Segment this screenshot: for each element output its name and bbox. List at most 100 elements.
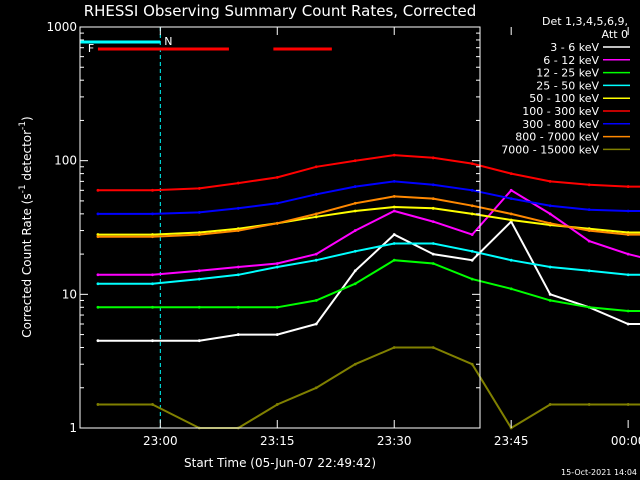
series-8-point [392, 346, 396, 349]
series-3-point [314, 258, 318, 262]
series-1-point [548, 212, 552, 216]
series-5-point [431, 156, 435, 160]
series-3-point [626, 273, 630, 277]
series-1-point [626, 252, 630, 256]
x-tick-label: 23:45 [494, 434, 529, 448]
series-0-point [626, 322, 630, 326]
series-2-point [151, 305, 154, 309]
series-8-point [314, 386, 318, 390]
series-3-point [470, 249, 474, 253]
series-6-point [509, 197, 513, 201]
series-3-point [275, 265, 279, 269]
series-5-point [353, 159, 357, 163]
series-0-point [392, 233, 396, 236]
series-4-point [96, 233, 100, 236]
series-0-point [470, 258, 474, 262]
series-5-point [197, 187, 201, 190]
series-3-point [431, 242, 435, 245]
series-4-point [392, 205, 396, 209]
series-1-point [275, 262, 279, 265]
series-3-point [392, 242, 396, 245]
series-7-point [626, 233, 630, 236]
series-5-point [236, 181, 240, 185]
series-7-point [236, 229, 240, 232]
legend-entry-label: 3 - 6 keV [550, 41, 599, 54]
series-1-point [353, 229, 357, 232]
series-2-point [392, 258, 396, 262]
legend-entry-label: 12 - 25 keV [536, 67, 599, 80]
series-1-point [236, 265, 240, 269]
series-6-point [392, 179, 396, 183]
series-0-point [96, 339, 100, 343]
series-3-point [353, 249, 357, 253]
series-7-point [392, 195, 396, 198]
y-tick-label: 1000 [46, 20, 77, 34]
y-tick-label: 100 [54, 154, 77, 168]
series-6-point [470, 188, 474, 192]
series-6-point [431, 183, 435, 187]
y-tick-label: 1 [69, 421, 77, 435]
series-5-point [96, 188, 100, 192]
legend-entry-label: 800 - 7000 keV [515, 131, 599, 144]
series-1-point [470, 233, 474, 236]
series-6-point [151, 212, 154, 216]
series-0-point [236, 333, 240, 336]
series-1-point [96, 273, 100, 277]
series-1-point [314, 252, 318, 256]
series-0-point [431, 252, 435, 256]
series-3-point [548, 265, 552, 269]
series-2-point [587, 305, 591, 309]
legend-entry-label: 50 - 100 keV [529, 92, 599, 105]
plot-frame [79, 26, 481, 429]
series-1-point [392, 209, 396, 213]
series-2-point [314, 299, 318, 302]
series-5-point [587, 183, 591, 187]
series-2-point [275, 305, 279, 309]
legend-entry-label: 25 - 50 keV [536, 79, 599, 92]
series-line-0 [97, 219, 640, 342]
series-7-point [314, 212, 318, 216]
series-4-point [353, 209, 357, 213]
x-tick-label: 23:30 [377, 434, 412, 448]
flare-flag-label: F [88, 42, 94, 55]
series-0-point [314, 322, 318, 326]
legend-entry-label: 7000 - 15000 keV [501, 143, 599, 156]
series-0-point [548, 292, 552, 296]
legend-entry-label: 100 - 300 keV [522, 105, 599, 118]
series-5-point [151, 188, 154, 192]
series-8-point [431, 346, 435, 349]
series-6-point [626, 209, 630, 213]
series-7-point [587, 229, 591, 232]
x-axis-label: Start Time (05-Jun-07 22:49:42) [184, 456, 376, 470]
series-5-point [392, 153, 396, 157]
series-8-point [353, 362, 357, 366]
footer-date: 15-Oct-2021 14:04 [561, 468, 637, 477]
series-1-point [509, 188, 513, 192]
series-2-point [626, 309, 630, 313]
series-2-point [470, 277, 474, 281]
series-1-point [587, 239, 591, 243]
series-8-point [96, 403, 100, 406]
series-1-point [151, 273, 154, 277]
series-4-point [151, 233, 154, 236]
legend-header: Det 1,3,4,5,6,9, [542, 15, 628, 28]
series-8-point [151, 403, 154, 406]
legend-entry-label: 300 - 800 keV [522, 118, 599, 131]
series-5-point [509, 172, 513, 176]
series-5-point [314, 165, 318, 169]
x-tick-label: 23:15 [260, 434, 295, 448]
series-5-point [470, 162, 474, 166]
series-8-point [548, 403, 552, 406]
series-7-point [509, 212, 513, 216]
series-7-point [470, 204, 474, 208]
series-8-point [275, 403, 279, 406]
series-8-point [470, 362, 474, 366]
series-5-point [275, 175, 279, 179]
chart-title: RHESSI Observing Summary Count Rates, Co… [84, 2, 477, 20]
series-4-point [314, 215, 318, 219]
series-2-point [353, 282, 357, 286]
series-3-point [96, 282, 100, 286]
series-4-point [431, 206, 435, 210]
legend-header: Att 0 [602, 28, 628, 41]
